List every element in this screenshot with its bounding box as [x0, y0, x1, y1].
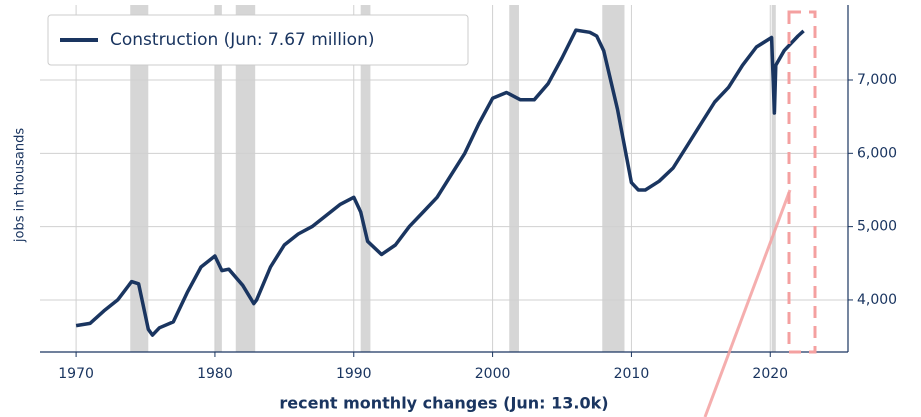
- legend-label: Construction (Jun: 7.67 million): [110, 30, 375, 50]
- y-tick-label: 7,000: [857, 72, 897, 88]
- y-tick-label: 6,000: [857, 145, 897, 161]
- x-tick-label: 2020: [752, 366, 788, 382]
- shaded-period: [602, 5, 625, 352]
- shaded-period: [235, 5, 256, 352]
- series-line: [75, 28, 805, 337]
- legend: Construction (Jun: 7.67 million): [47, 14, 469, 66]
- x-tick-label: 1990: [336, 366, 372, 382]
- plot-area: 1970 1980 1990 2000 2010 2020 4,000 5,000 6,000 7…: [40, 5, 897, 382]
- shaded-period: [214, 5, 222, 352]
- shaded-period: [771, 5, 776, 352]
- x-tick-label: 2010: [614, 366, 650, 382]
- highlight-arrow: [703, 189, 792, 417]
- highlight-box: [787, 10, 817, 354]
- x-tick-label: 2000: [475, 366, 511, 382]
- shaded-period: [509, 5, 519, 352]
- y-tick-label: 5,000: [857, 219, 897, 235]
- x-tick-label: 1970: [58, 366, 94, 382]
- legend-box: [47, 14, 469, 66]
- shaded-period: [130, 5, 149, 352]
- x-tick-label: 1980: [197, 366, 233, 382]
- x-axis-label: recent monthly changes (Jun: 13.0k): [279, 394, 608, 413]
- y-axis-label: jobs in thousands: [13, 128, 28, 243]
- y-tick-label: 4,000: [857, 292, 897, 308]
- shaded-period: [360, 5, 371, 352]
